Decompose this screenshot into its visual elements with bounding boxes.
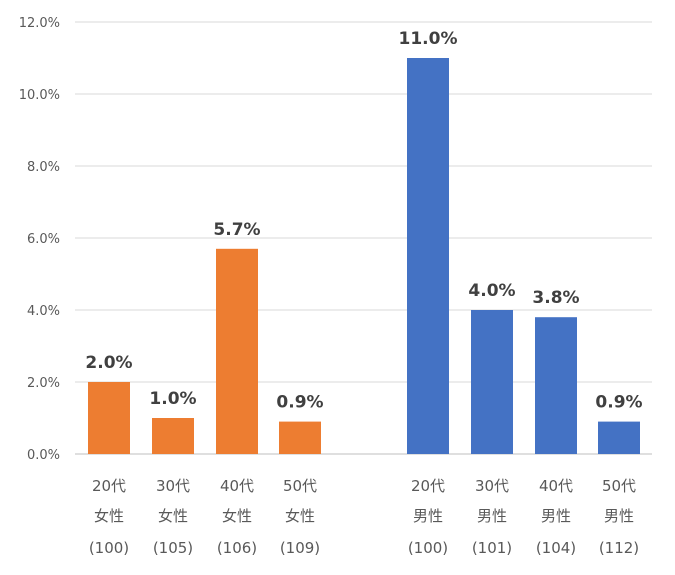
category-sample-size-label: (100) [408, 539, 448, 557]
data-label: 11.0% [399, 29, 458, 49]
bar-male-50s [598, 421, 640, 454]
y-tick-label: 4.0% [27, 304, 60, 319]
bar-male-20s [407, 58, 449, 454]
y-tick-label: 10.0% [19, 88, 60, 103]
bar-female-50s [279, 421, 321, 454]
category-age-label: 40代 [539, 477, 573, 495]
category-gender-label: 男性 [541, 507, 571, 525]
category-age-label: 30代 [156, 477, 190, 495]
y-tick-label: 2.0% [27, 376, 60, 391]
category-gender-label: 女性 [94, 507, 124, 525]
category-age-label: 30代 [475, 477, 509, 495]
data-label: 4.0% [468, 281, 515, 301]
y-axis-tick-labels: 0.0% 2.0% 4.0% 6.0% 8.0% 10.0% 12.0% [19, 16, 60, 463]
bar-male-30s [471, 310, 513, 454]
y-tick-label: 12.0% [19, 16, 60, 31]
data-label: 1.0% [149, 389, 196, 409]
category-gender-label: 女性 [285, 507, 315, 525]
category-age-label: 20代 [92, 477, 126, 495]
category-sample-size-label: (109) [280, 539, 320, 557]
category-sample-size-label: (101) [472, 539, 512, 557]
category-sample-size-label: (106) [217, 539, 257, 557]
bar-female-30s [152, 418, 194, 454]
category-gender-label: 男性 [604, 507, 634, 525]
category-sample-size-label: (100) [89, 539, 129, 557]
y-tick-label: 8.0% [27, 160, 60, 175]
category-gender-label: 男性 [413, 507, 443, 525]
data-label: 0.9% [276, 393, 323, 413]
bar-female-20s [88, 382, 130, 454]
category-sample-size-label: (105) [153, 539, 193, 557]
bar-male-40s [535, 317, 577, 454]
category-age-label: 50代 [283, 477, 317, 495]
gridlines [75, 21, 652, 455]
category-age-label: 40代 [220, 477, 254, 495]
category-gender-label: 女性 [158, 507, 188, 525]
data-label: 5.7% [213, 220, 260, 240]
data-label: 3.8% [532, 288, 579, 308]
bars [88, 58, 640, 454]
category-gender-label: 女性 [222, 507, 252, 525]
y-tick-label: 0.0% [27, 448, 60, 463]
category-age-label: 20代 [411, 477, 445, 495]
data-labels: 2.0% 1.0% 5.7% 0.9% 11.0% 4.0% 3.8% 0.9% [85, 29, 642, 413]
y-tick-label: 6.0% [27, 232, 60, 247]
category-age-label: 50代 [602, 477, 636, 495]
bar-female-40s [216, 248, 258, 454]
data-label: 0.9% [595, 393, 642, 413]
category-gender-label: 男性 [477, 507, 507, 525]
category-sample-size-label: (112) [599, 539, 639, 557]
data-label: 2.0% [85, 353, 132, 373]
category-sample-size-label: (104) [536, 539, 576, 557]
